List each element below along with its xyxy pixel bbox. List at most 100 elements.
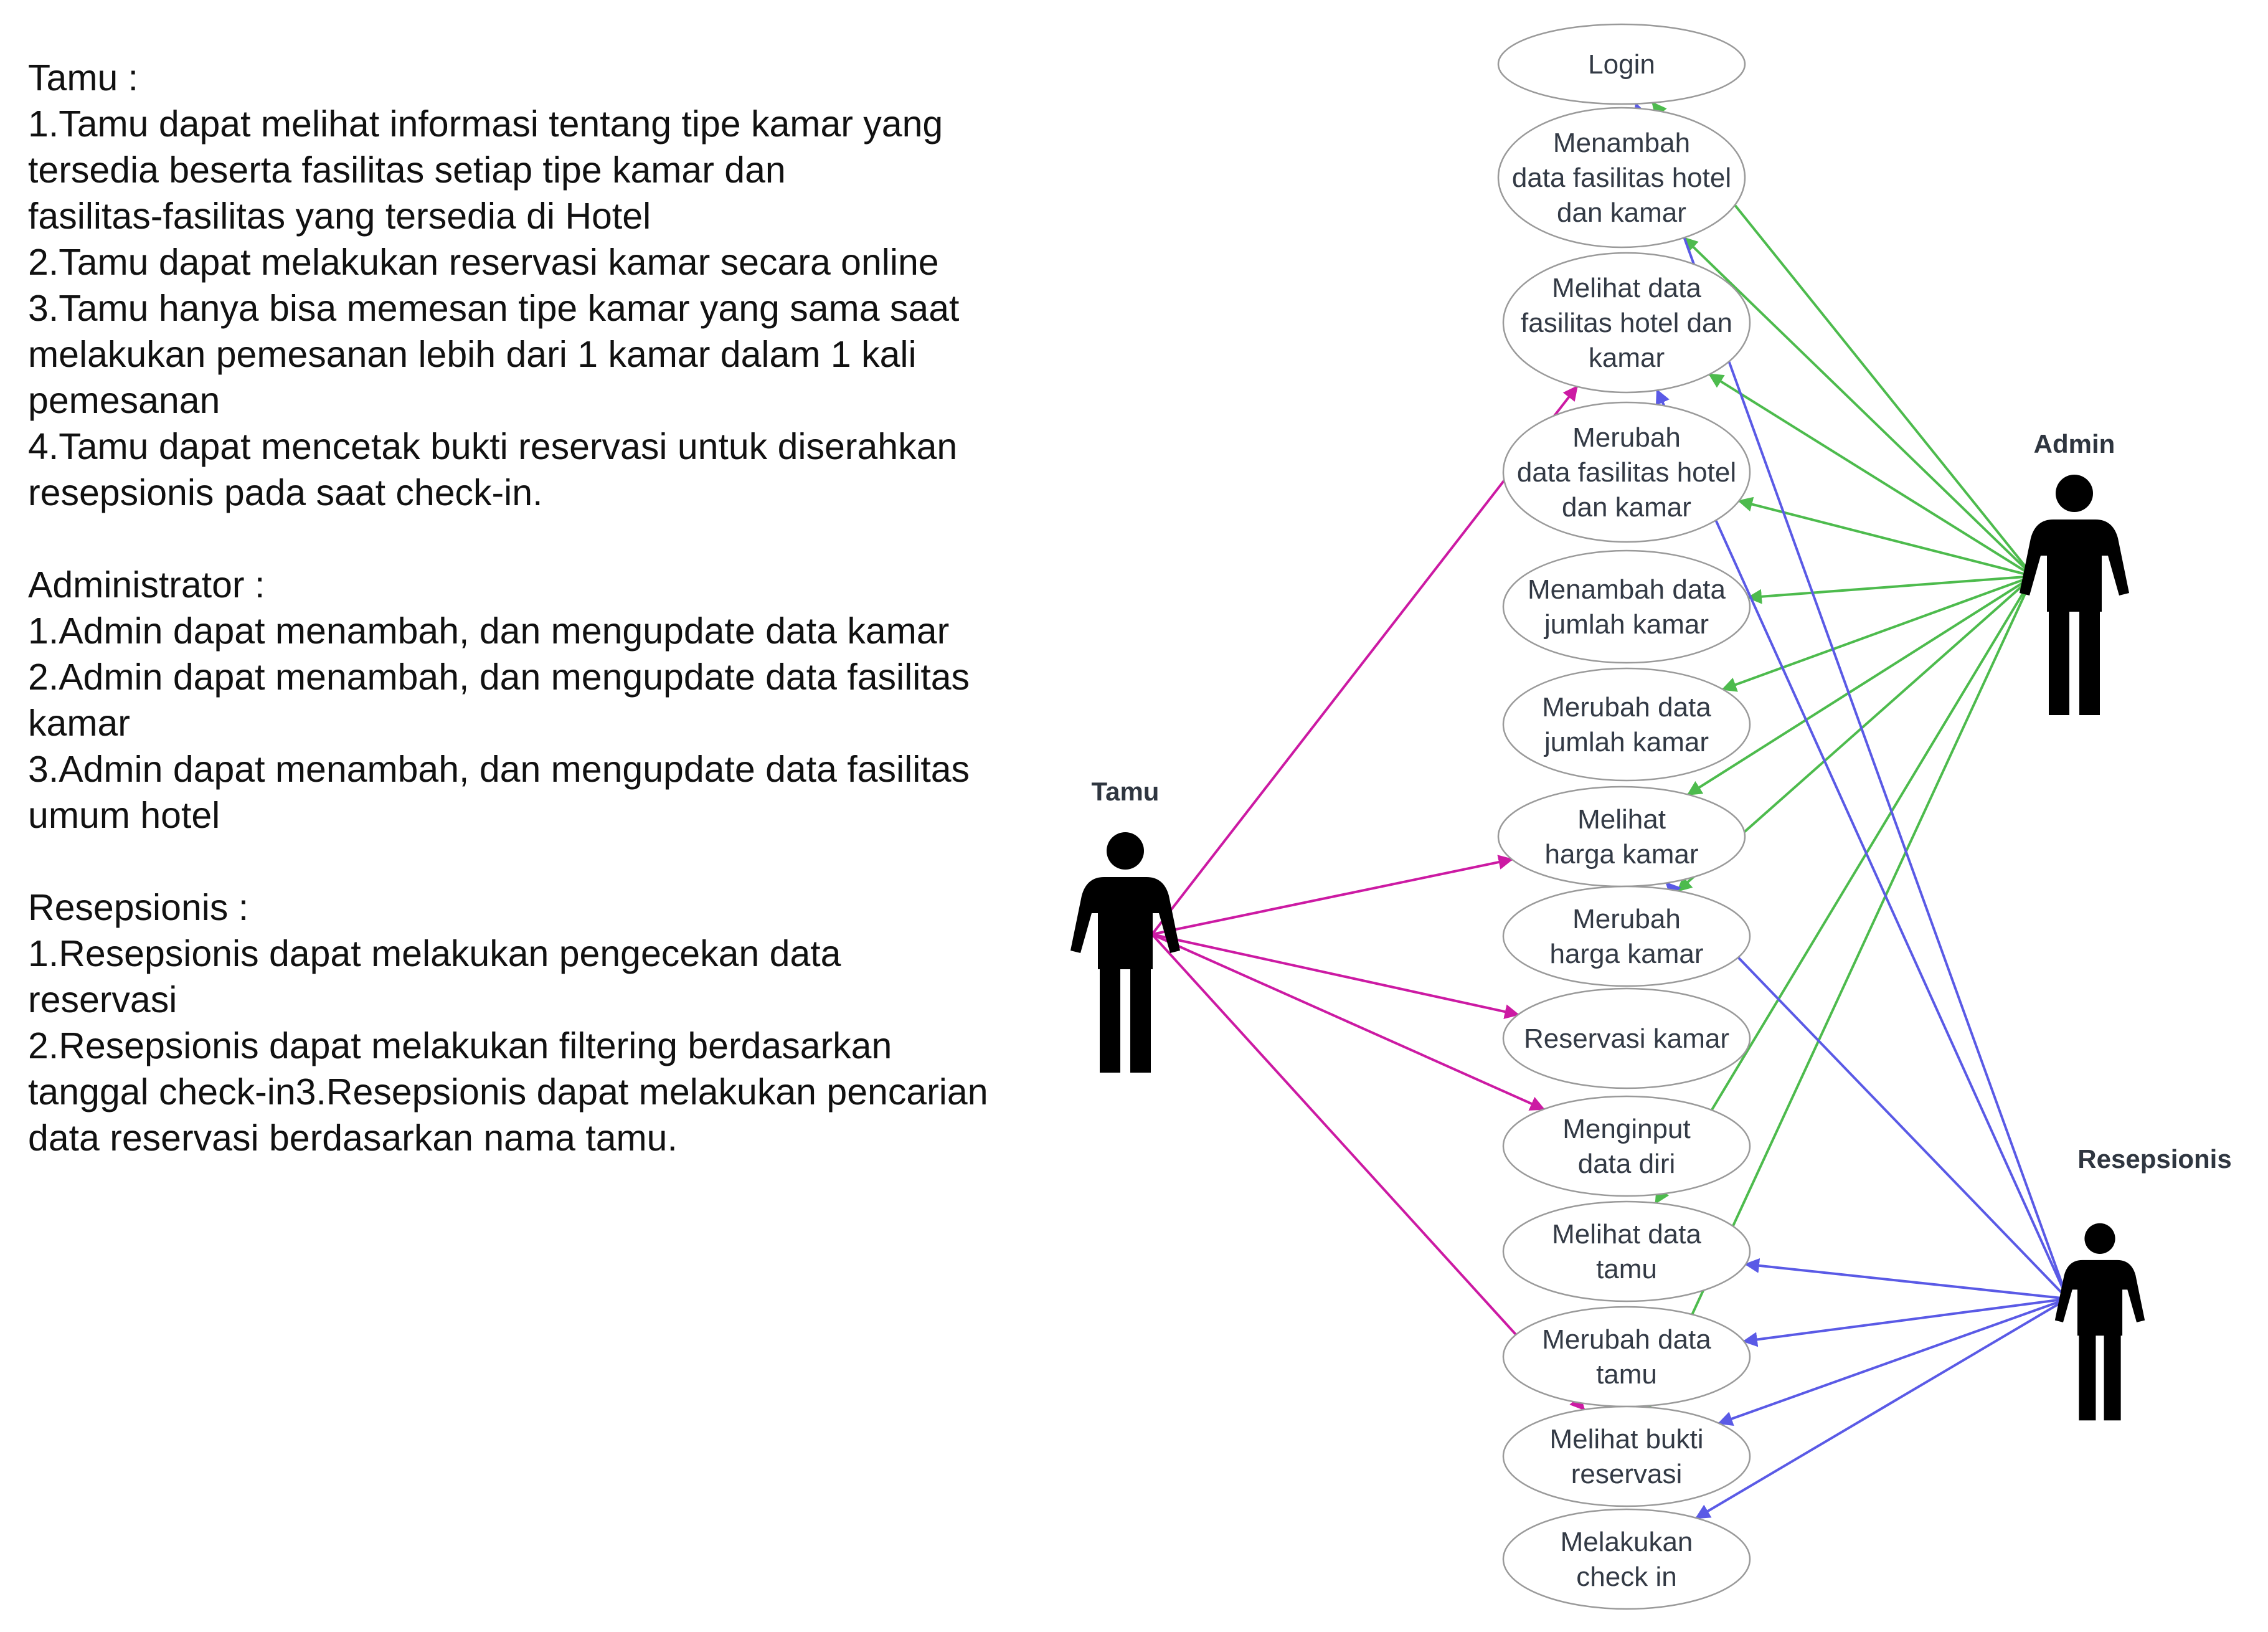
use-cases: Login Menambah data fasilitas hotel dan kam… bbox=[1497, 23, 1751, 1610]
use-case-label: Menambah data bbox=[1528, 574, 1726, 605]
description-line: 1.Tamu dapat melihat informasi tentang t… bbox=[28, 103, 943, 145]
use-case-merubah-harga: Merubah harga kamar bbox=[1502, 885, 1751, 987]
description-line: 2.Resepsionis dapat melakukan filtering … bbox=[28, 1025, 892, 1066]
association-tamu-melihat-bukti-reservasi bbox=[1151, 933, 1585, 1411]
description-line: fasilitas-fasilitas yang tersedia di Hot… bbox=[28, 196, 651, 237]
use-case-menambah-jumlah: Menambah data jumlah kamar bbox=[1502, 549, 1751, 664]
use-case-label: tamu bbox=[1596, 1359, 1657, 1390]
association-admin-melihat-harga bbox=[1686, 575, 2034, 796]
association-resepsionis-merubah-data-tamu bbox=[1742, 1298, 2068, 1347]
actor-label: Resepsionis bbox=[2077, 1144, 2231, 1174]
use-case-ellipse bbox=[1502, 987, 1751, 1089]
use-case-label: check in bbox=[1576, 1562, 1676, 1592]
description-line: data reservasi berdasarkan nama tamu. bbox=[28, 1117, 678, 1159]
description-block: Administrator : 1.Admin dapat menambah, d… bbox=[28, 562, 1049, 838]
use-case-ellipse bbox=[1497, 785, 1746, 888]
use-case-label: harga kamar bbox=[1544, 839, 1698, 870]
description-heading: Resepsionis : bbox=[28, 887, 249, 928]
use-case-melihat-data-tamu: Melihat data tamu bbox=[1502, 1200, 1751, 1302]
description-line: 3.Admin dapat menambah, dan mengupdate d… bbox=[28, 749, 970, 790]
association-tamu-melihat-harga bbox=[1151, 855, 1514, 936]
description-line: 3.Tamu hanya bisa memesan tipe kamar yan… bbox=[28, 288, 960, 329]
use-case-label: jumlah kamar bbox=[1543, 609, 1709, 640]
use-case-melakukan-check-in: Melakukan check in bbox=[1502, 1508, 1751, 1610]
use-case-melihat-bukti-reservasi: Melihat bukti reservasi bbox=[1502, 1405, 1751, 1507]
use-case-label: Merubah bbox=[1572, 422, 1681, 453]
association-admin-merubah-jumlah bbox=[1721, 575, 2034, 692]
use-case-ellipse bbox=[1497, 107, 1746, 249]
association-admin-melihat-data-tamu bbox=[1655, 575, 2034, 1205]
use-case-label: fasilitas hotel dan bbox=[1521, 308, 1732, 338]
use-case-ellipse bbox=[1502, 549, 1751, 664]
description-heading: Administrator : bbox=[28, 564, 265, 605]
use-case-merubah-jumlah: Merubah data jumlah kamar bbox=[1502, 667, 1751, 782]
use-case-label: dan kamar bbox=[1562, 492, 1691, 523]
use-case-label: Menginput bbox=[1562, 1114, 1690, 1144]
use-case-label: Merubah data bbox=[1542, 692, 1711, 723]
use-case-label: Menambah bbox=[1553, 128, 1690, 158]
use-case-login: Login bbox=[1497, 23, 1746, 105]
description-line: resepsionis pada saat check-in. bbox=[28, 472, 543, 513]
association-tamu-menginput-data-diri bbox=[1151, 933, 1546, 1111]
description-block: Tamu : 1.Tamu dapat melihat informasi ten… bbox=[28, 55, 1049, 516]
use-case-label: Reservasi kamar bbox=[1524, 1023, 1729, 1054]
description-line: 4.Tamu dapat mencetak bukti reservasi un… bbox=[28, 426, 958, 467]
use-case-ellipse bbox=[1502, 1200, 1751, 1302]
description-line: kamar bbox=[28, 703, 130, 744]
use-case-label: Melihat data bbox=[1552, 1219, 1701, 1250]
use-case-ellipse bbox=[1502, 252, 1751, 394]
actor-resepsionis: Resepsionis bbox=[2054, 1144, 2232, 1421]
description-line: umum hotel bbox=[28, 795, 220, 836]
use-case-label: kamar bbox=[1589, 343, 1665, 373]
use-case-label: Login bbox=[1588, 49, 1655, 80]
use-case-ellipse bbox=[1502, 401, 1751, 543]
use-case-menambah-fasilitas: Menambah data fasilitas hotel dan kamar bbox=[1497, 107, 1746, 249]
use-case-label: jumlah kamar bbox=[1543, 727, 1709, 757]
association-resepsionis-melakukan-check-in bbox=[1694, 1298, 2069, 1519]
description-line: 2.Tamu dapat melakukan reservasi kamar s… bbox=[28, 242, 939, 283]
use-case-reservasi-kamar: Reservasi kamar bbox=[1502, 987, 1751, 1089]
use-case-ellipse bbox=[1502, 1306, 1751, 1408]
description-line: reservasi bbox=[28, 979, 177, 1020]
use-case-ellipse bbox=[1497, 23, 1746, 105]
use-case-ellipse bbox=[1502, 885, 1751, 987]
use-case-label: tamu bbox=[1596, 1254, 1657, 1284]
description-line: 1.Resepsionis dapat melakukan pengecekan… bbox=[28, 933, 841, 974]
person-icon bbox=[1070, 832, 1180, 1073]
actors: Tamu Admin Resepsionis bbox=[1070, 429, 2232, 1421]
association-tamu-reservasi-kamar bbox=[1151, 933, 1520, 1019]
use-case-ellipse bbox=[1502, 667, 1751, 782]
use-case-label: Melihat data bbox=[1552, 273, 1701, 303]
use-case-label: data diri bbox=[1578, 1149, 1676, 1179]
use-case-melihat-fasilitas: Melihat data fasilitas hotel dan kamar bbox=[1502, 252, 1751, 394]
actor-tamu: Tamu bbox=[1070, 777, 1180, 1073]
description-line: pemesanan bbox=[28, 380, 220, 421]
use-case-label: reservasi bbox=[1571, 1459, 1683, 1489]
association-resepsionis-melihat-fasilitas bbox=[1655, 389, 2069, 1299]
use-case-ellipse bbox=[1502, 1405, 1751, 1507]
use-case-label: dan kamar bbox=[1557, 197, 1686, 228]
association-admin-melihat-fasilitas bbox=[1708, 373, 2034, 577]
use-case-label: data fasilitas hotel bbox=[1517, 457, 1736, 488]
use-case-label: harga kamar bbox=[1549, 939, 1703, 969]
description-line: tanggal check-in3.Resepsionis dapat mela… bbox=[28, 1071, 988, 1113]
use-case-melihat-harga: Melihat harga kamar bbox=[1497, 785, 1746, 888]
association-resepsionis-melihat-data-tamu bbox=[1744, 1258, 2068, 1300]
use-case-merubah-fasilitas: Merubah data fasilitas hotel dan kamar bbox=[1502, 401, 1751, 543]
use-case-label: Melihat bbox=[1577, 804, 1666, 835]
person-icon bbox=[2020, 475, 2129, 715]
actor-label: Admin bbox=[2034, 429, 2115, 458]
association-admin-merubah-fasilitas bbox=[1737, 496, 2034, 577]
description-block: Resepsionis : 1.Resepsionis dapat melakuk… bbox=[28, 885, 1049, 1161]
requirements-text: Tamu : 1.Tamu dapat melihat informasi ten… bbox=[28, 55, 1049, 1207]
use-case-label: Melakukan bbox=[1561, 1527, 1693, 1557]
actor-admin: Admin bbox=[2020, 429, 2129, 715]
use-case-label: Melihat bukti bbox=[1549, 1424, 1703, 1454]
association-admin-menambah-jumlah bbox=[1746, 575, 2034, 604]
use-case-ellipse bbox=[1502, 1095, 1751, 1197]
use-case-label: data fasilitas hotel bbox=[1512, 163, 1731, 193]
use-case-label: Merubah bbox=[1572, 904, 1681, 934]
person-icon bbox=[2054, 1223, 2145, 1421]
use-case-label: Merubah data bbox=[1542, 1324, 1711, 1355]
